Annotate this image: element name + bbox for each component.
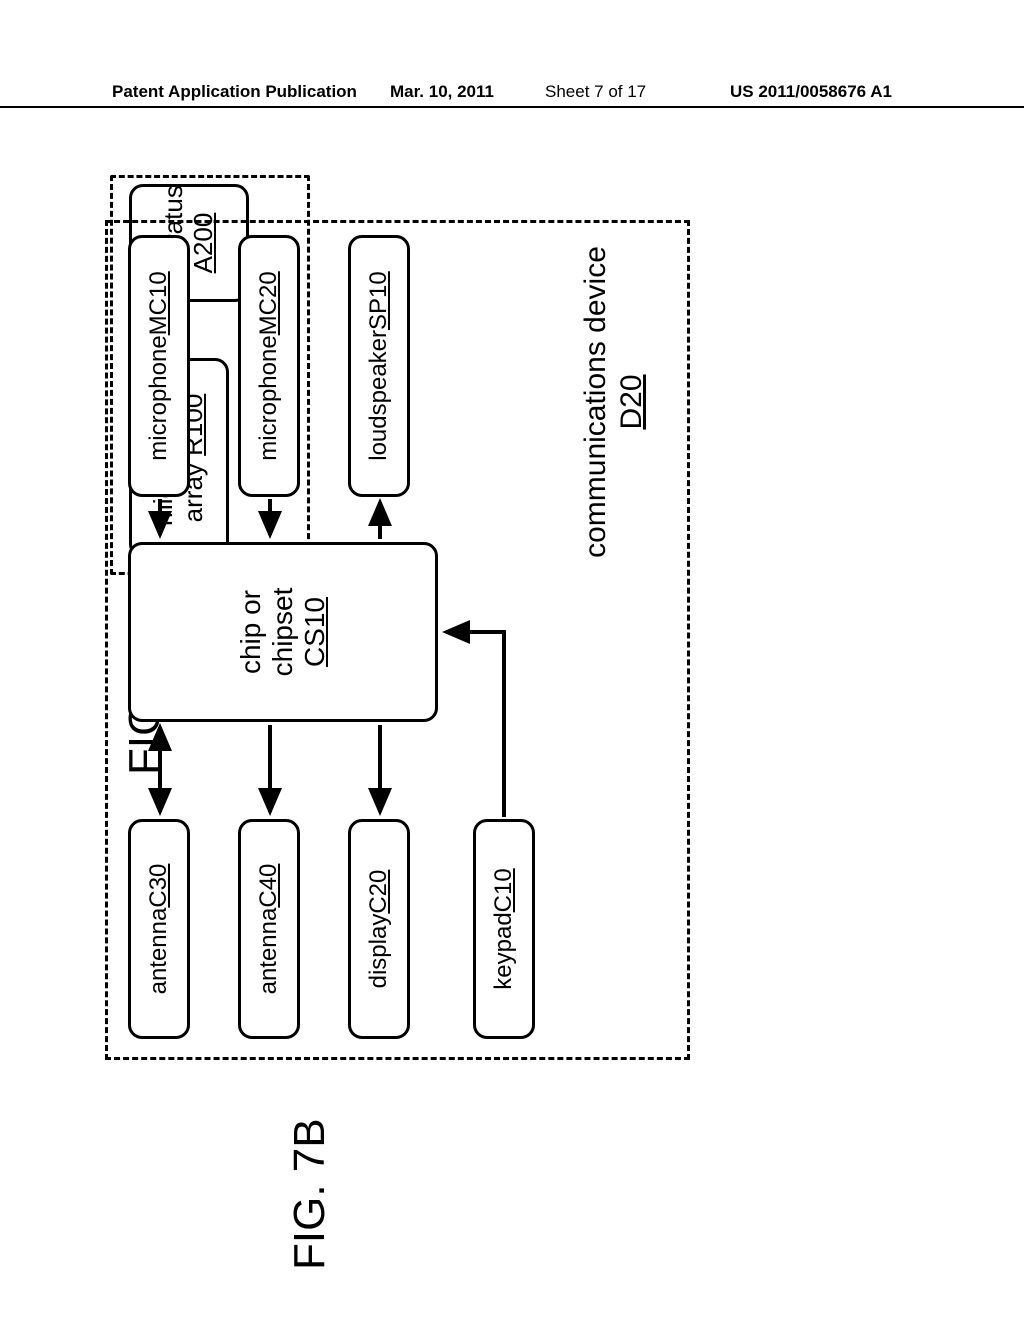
fig-7b: FIG. 7B antenna C30 antenna C40 display … (115, 170, 935, 1270)
fig-7b-device-box: antenna C30 antenna C40 display C20 keyp… (105, 220, 690, 1060)
node-display-c20: display C20 (348, 819, 410, 1039)
fig-7b-caption: communications device D20 (578, 227, 650, 577)
node-keypad-c10: keypad C10 (473, 819, 535, 1039)
fig-7b-label: FIG. 7B (285, 1118, 335, 1270)
header-sheet: Sheet 7 of 17 (545, 82, 646, 102)
node-loudspeaker: loudspeaker SP10 (348, 235, 410, 497)
node-chipset: chip or chipset CS10 (128, 542, 438, 722)
page: Patent Application Publication Mar. 10, … (0, 0, 1024, 1320)
node-mic-mc20: microphone MC20 (238, 235, 300, 497)
node-antenna-c30: antenna C30 (128, 819, 190, 1039)
page-header: Patent Application Publication Mar. 10, … (0, 82, 1024, 108)
header-docnum: US 2011/0058676 A1 (730, 82, 892, 102)
header-publication: Patent Application Publication (112, 82, 357, 102)
header-date: Mar. 10, 2011 (390, 82, 494, 102)
node-mic-mc10: microphone MC10 (128, 235, 190, 497)
node-antenna-c40: antenna C40 (238, 819, 300, 1039)
